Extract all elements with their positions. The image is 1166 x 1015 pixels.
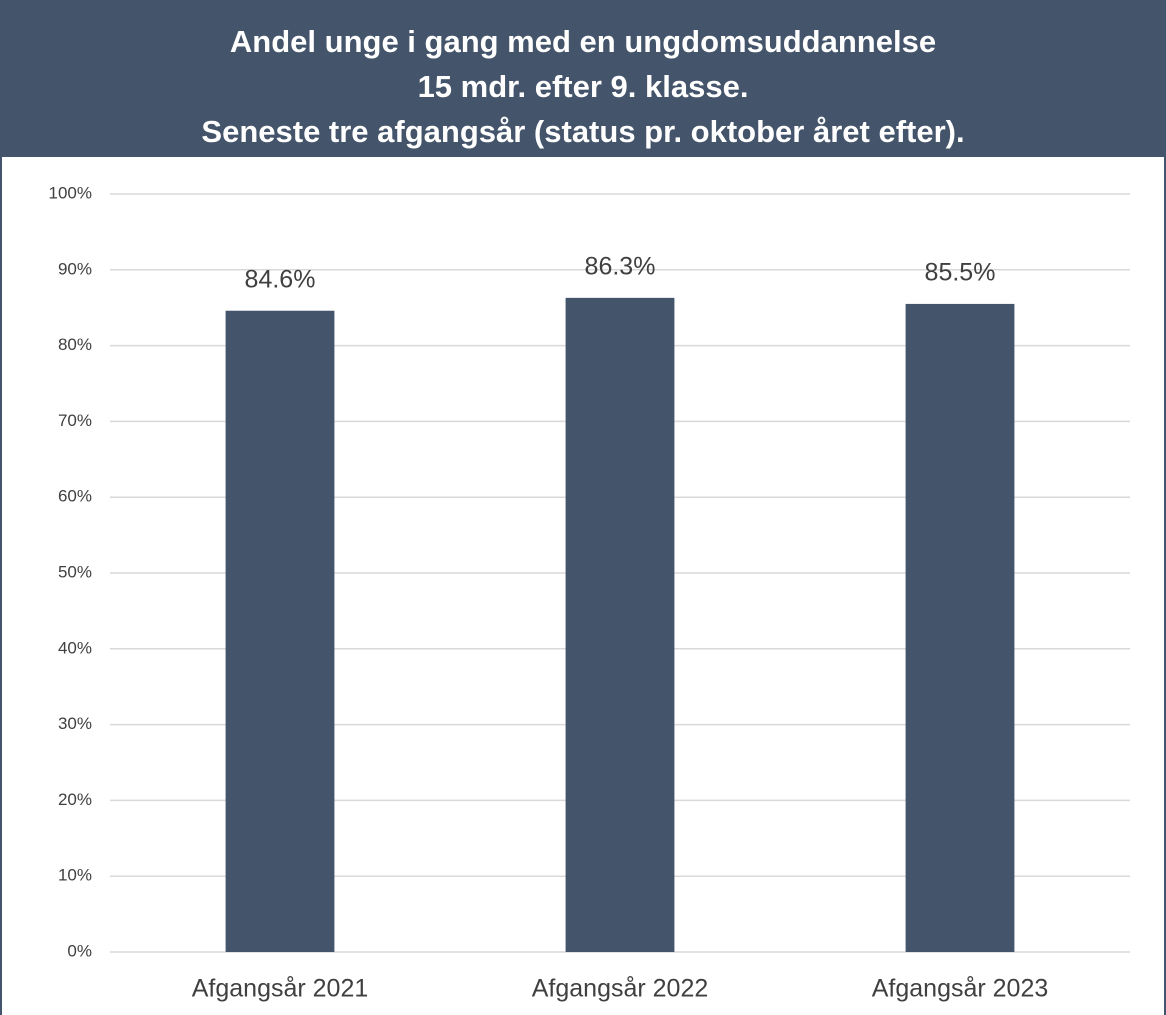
chart-title: Seneste tre afgangsår (status pr. oktobe… bbox=[201, 114, 964, 149]
title-banner bbox=[0, 0, 1166, 157]
y-tick-label: 100% bbox=[49, 183, 92, 202]
y-tick-label: 10% bbox=[58, 866, 92, 885]
x-tick-label: Afgangsår 2021 bbox=[192, 975, 369, 1003]
y-tick-label: 80% bbox=[58, 335, 92, 354]
y-tick-label: 90% bbox=[58, 259, 92, 278]
x-tick-label: Afgangsår 2023 bbox=[872, 975, 1049, 1003]
bar bbox=[905, 303, 1015, 952]
bar bbox=[225, 310, 335, 952]
y-tick-label: 70% bbox=[58, 411, 92, 430]
chart-title: Andel unge i gang med en ungdomsuddannel… bbox=[230, 24, 936, 59]
y-tick-label: 40% bbox=[58, 638, 92, 657]
y-tick-label: 0% bbox=[67, 941, 92, 960]
y-tick-label: 50% bbox=[58, 562, 92, 581]
y-tick-label: 60% bbox=[58, 487, 92, 506]
x-tick-label: Afgangsår 2022 bbox=[532, 975, 709, 1003]
data-label: 86.3% bbox=[585, 252, 656, 280]
chart-title: 15 mdr. efter 9. klasse. bbox=[418, 69, 749, 104]
data-label: 84.6% bbox=[245, 265, 316, 293]
y-tick-label: 30% bbox=[58, 714, 92, 733]
y-tick-label: 20% bbox=[58, 790, 92, 809]
data-label: 85.5% bbox=[925, 259, 996, 287]
bar bbox=[565, 297, 675, 952]
